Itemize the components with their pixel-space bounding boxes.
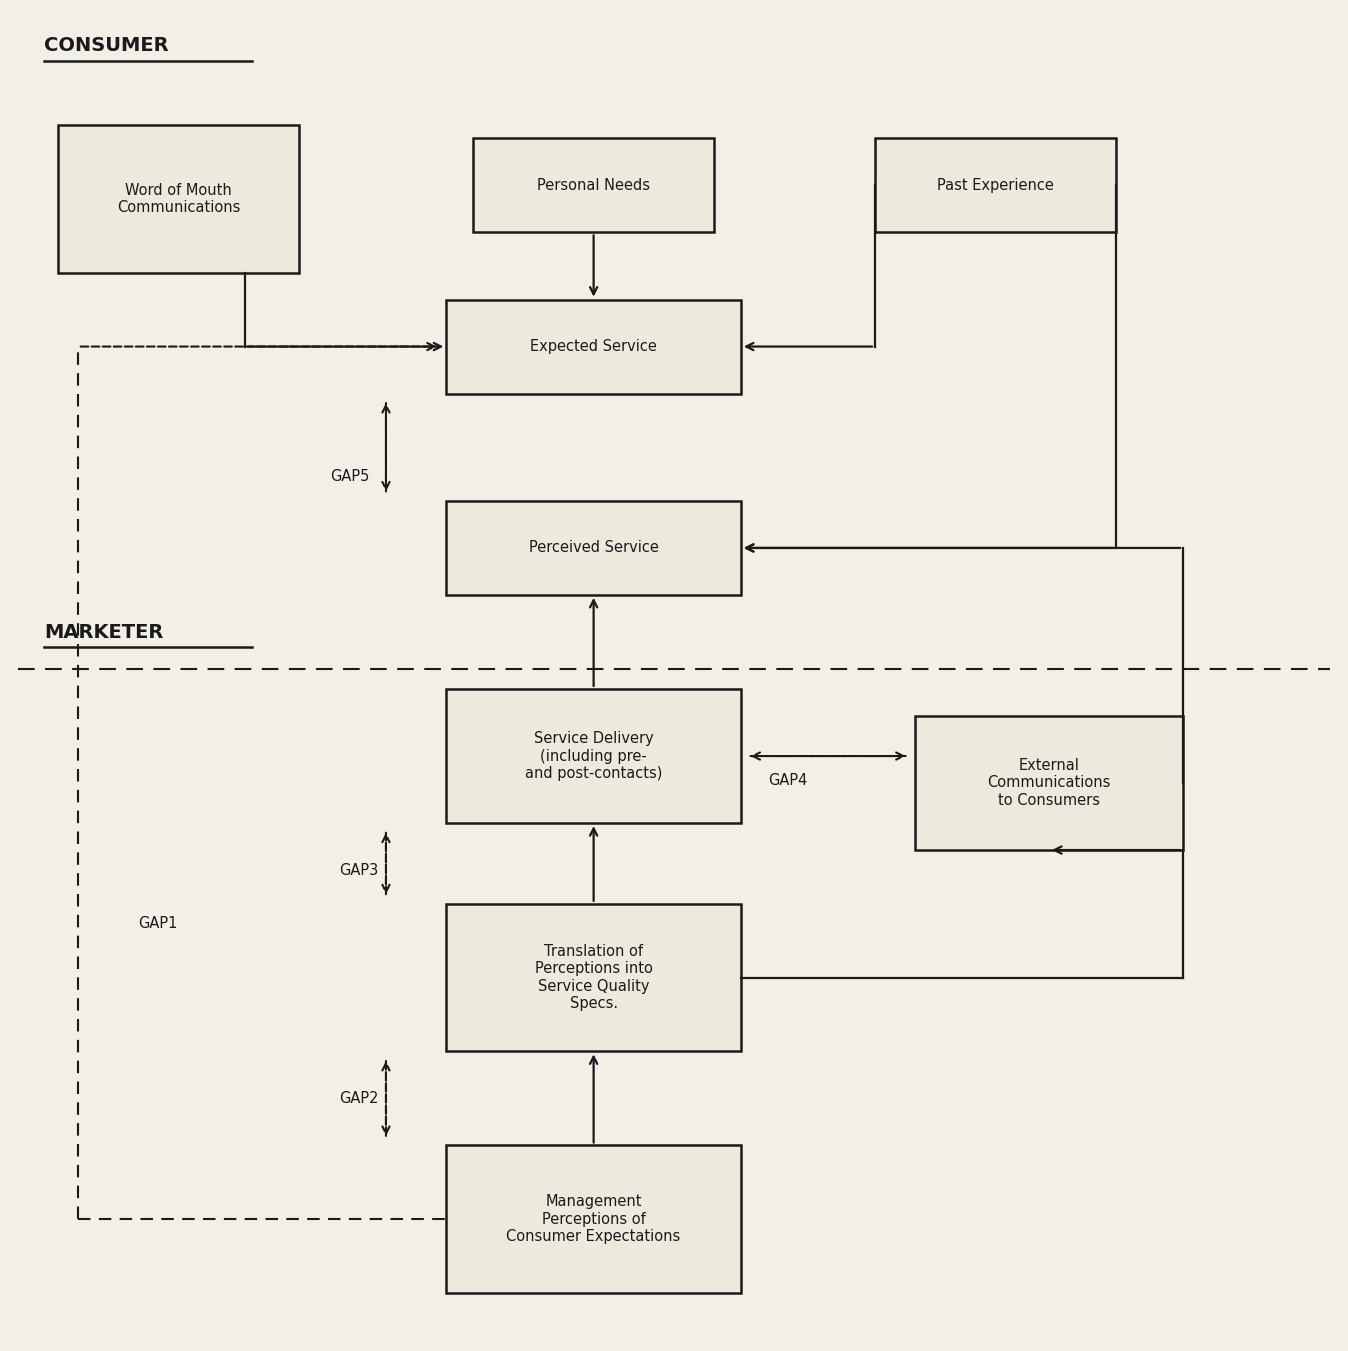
FancyBboxPatch shape [473, 138, 714, 232]
Text: CONSUMER: CONSUMER [44, 36, 168, 55]
Text: GAP2: GAP2 [340, 1092, 379, 1106]
FancyBboxPatch shape [446, 300, 741, 393]
Text: GAP5: GAP5 [330, 469, 369, 484]
Text: GAP3: GAP3 [340, 863, 379, 878]
Text: Service Delivery
(including pre-
and post-contacts): Service Delivery (including pre- and pos… [524, 731, 662, 781]
Text: Word of Mouth
Communications: Word of Mouth Communications [117, 182, 240, 215]
Text: External
Communications
to Consumers: External Communications to Consumers [988, 758, 1111, 808]
Text: Personal Needs: Personal Needs [537, 178, 650, 193]
Text: GAP1: GAP1 [139, 916, 178, 931]
Text: Management
Perceptions of
Consumer Expectations: Management Perceptions of Consumer Expec… [507, 1194, 681, 1244]
Text: Expected Service: Expected Service [530, 339, 656, 354]
FancyBboxPatch shape [875, 138, 1116, 232]
FancyBboxPatch shape [58, 126, 299, 273]
Text: MARKETER: MARKETER [44, 623, 163, 642]
Text: Past Experience: Past Experience [937, 178, 1054, 193]
Text: GAP4: GAP4 [768, 773, 807, 788]
FancyBboxPatch shape [446, 904, 741, 1051]
Text: Perceived Service: Perceived Service [528, 540, 659, 555]
FancyBboxPatch shape [446, 1146, 741, 1293]
FancyBboxPatch shape [446, 501, 741, 594]
FancyBboxPatch shape [915, 716, 1184, 850]
Text: Translation of
Perceptions into
Service Quality
Specs.: Translation of Perceptions into Service … [535, 944, 652, 1011]
FancyBboxPatch shape [446, 689, 741, 823]
